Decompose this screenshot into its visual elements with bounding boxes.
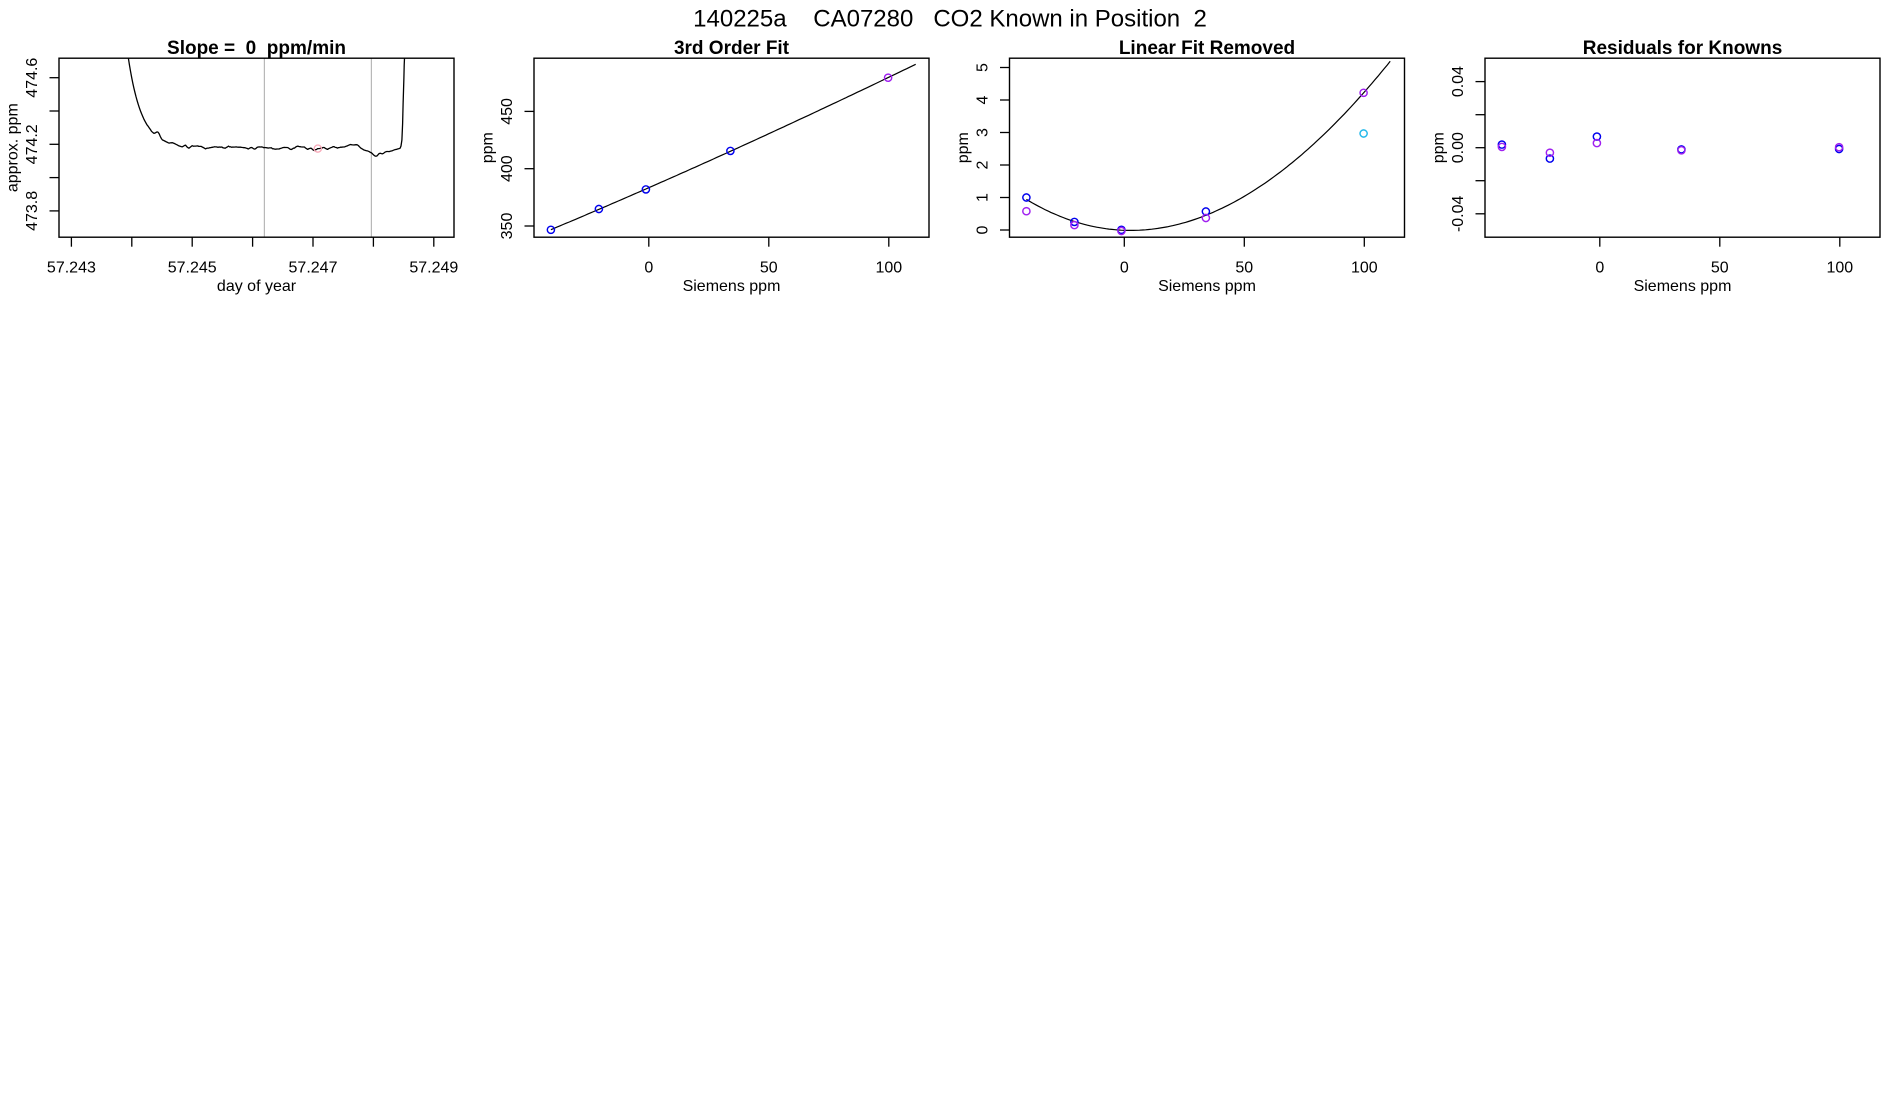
svg-text:57.249: 57.249 xyxy=(409,260,458,277)
svg-text:Siemens ppm: Siemens ppm xyxy=(683,278,781,295)
svg-text:2: 2 xyxy=(975,160,992,169)
svg-text:3rd Order Fit: 3rd Order Fit xyxy=(674,38,790,59)
svg-text:57.247: 57.247 xyxy=(289,260,338,277)
svg-text:1: 1 xyxy=(975,193,992,202)
svg-text:day of year: day of year xyxy=(217,278,297,295)
svg-text:0: 0 xyxy=(1595,260,1604,277)
svg-text:140225a CA07280 CO2 Known: 140225a CA07280 CO2 Known in Position 2 xyxy=(693,6,1207,33)
svg-text:0.04: 0.04 xyxy=(1450,66,1467,97)
svg-text:ppm: ppm xyxy=(1431,132,1448,163)
svg-text:57.245: 57.245 xyxy=(168,260,217,277)
svg-text:50: 50 xyxy=(1711,260,1729,277)
svg-text:4: 4 xyxy=(975,95,992,104)
svg-text:450: 450 xyxy=(499,98,516,125)
svg-text:474.6: 474.6 xyxy=(24,58,41,98)
svg-text:57.243: 57.243 xyxy=(47,260,96,277)
svg-text:50: 50 xyxy=(760,260,778,277)
svg-text:350: 350 xyxy=(499,213,516,240)
svg-text:approx. ppm: approx. ppm xyxy=(5,103,22,192)
svg-text:100: 100 xyxy=(875,260,902,277)
svg-text:100: 100 xyxy=(1826,260,1853,277)
svg-text:0: 0 xyxy=(644,260,653,277)
svg-text:Linear Fit Removed: Linear Fit Removed xyxy=(1119,38,1295,59)
svg-text:0: 0 xyxy=(1120,260,1129,277)
svg-text:Siemens ppm: Siemens ppm xyxy=(1634,278,1732,295)
svg-text:ppm: ppm xyxy=(480,132,497,163)
svg-text:0.00: 0.00 xyxy=(1450,132,1467,163)
svg-text:400: 400 xyxy=(499,155,516,182)
svg-text:Residuals for Knowns: Residuals for Knowns xyxy=(1583,38,1783,59)
svg-text:5: 5 xyxy=(975,63,992,72)
svg-text:473.8: 473.8 xyxy=(24,191,41,231)
svg-text:ppm: ppm xyxy=(955,132,972,163)
svg-text:Slope = 0 ppm/min: Slope = 0 ppm/min xyxy=(167,38,346,59)
svg-text:Siemens ppm: Siemens ppm xyxy=(1158,278,1256,295)
svg-text:50: 50 xyxy=(1235,260,1253,277)
svg-text:3: 3 xyxy=(975,128,992,137)
svg-text:474.2: 474.2 xyxy=(24,124,41,164)
svg-text:-0.04: -0.04 xyxy=(1450,195,1467,232)
svg-text:100: 100 xyxy=(1351,260,1378,277)
svg-text:0: 0 xyxy=(975,225,992,234)
